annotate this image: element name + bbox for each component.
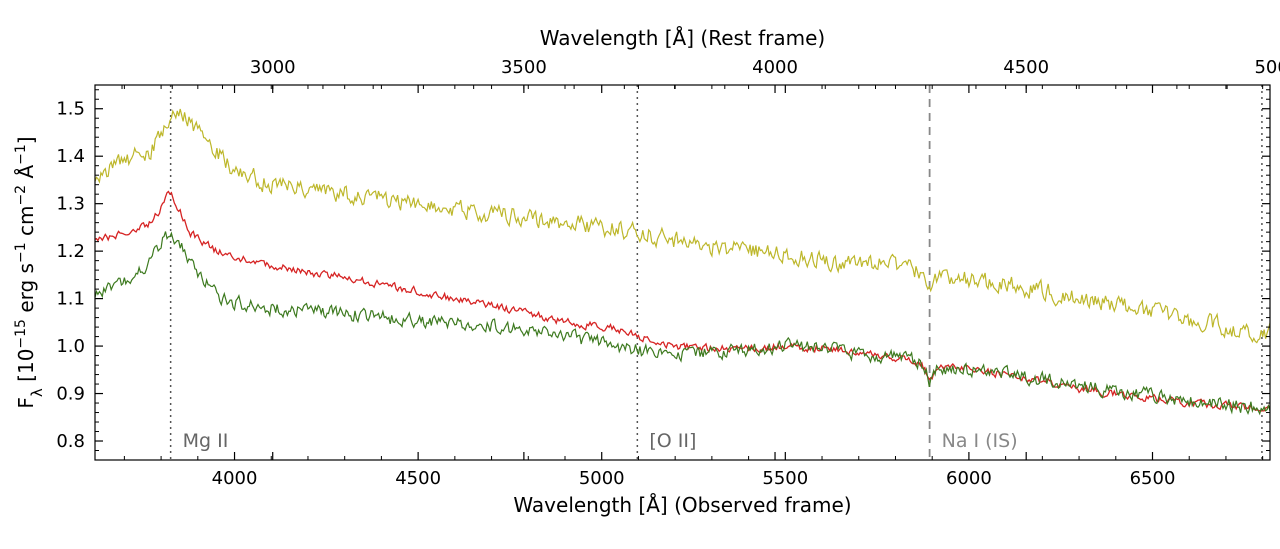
xtick-top-label: 5000 <box>1254 57 1280 78</box>
xtick-bottom-label: 6500 <box>1130 468 1176 489</box>
ytick-label: 1.2 <box>56 241 85 262</box>
xtick-bottom-label: 4000 <box>212 468 258 489</box>
xtick-bottom-label: 5500 <box>762 468 808 489</box>
xtick-bottom-label: 4500 <box>395 468 441 489</box>
ytick-label: 1.3 <box>56 194 85 215</box>
ytick-label: 1.1 <box>56 289 85 310</box>
spectrum-chart: 4000 4500 5000 5500 6000 6500 Wavelength [Å] (… <box>0 0 1280 549</box>
xtick-bottom-label: 5000 <box>579 468 625 489</box>
ytick-label: 0.8 <box>56 431 85 452</box>
xtick-top-label: 4500 <box>1003 57 1049 78</box>
ytick-label: 1.0 <box>56 336 85 357</box>
ytick-label: 1.4 <box>56 146 85 167</box>
ytick-label: 1.5 <box>56 99 85 120</box>
spectral-line-label: [O II] <box>649 430 696 452</box>
x-bottom-label: Wavelength [Å] (Observed frame) <box>513 493 851 517</box>
spectral-line-label: Na I (IS) <box>942 430 1018 452</box>
xtick-top-label: 3500 <box>501 57 547 78</box>
spectral-line-label: Mg II <box>183 430 229 452</box>
xtick-top-label: 3000 <box>250 57 296 78</box>
xtick-top-label: 4000 <box>752 57 798 78</box>
ytick-label: 0.9 <box>56 384 85 405</box>
x-top-label: Wavelength [Å] (Rest frame) <box>540 26 825 50</box>
xtick-bottom-label: 6000 <box>946 468 992 489</box>
